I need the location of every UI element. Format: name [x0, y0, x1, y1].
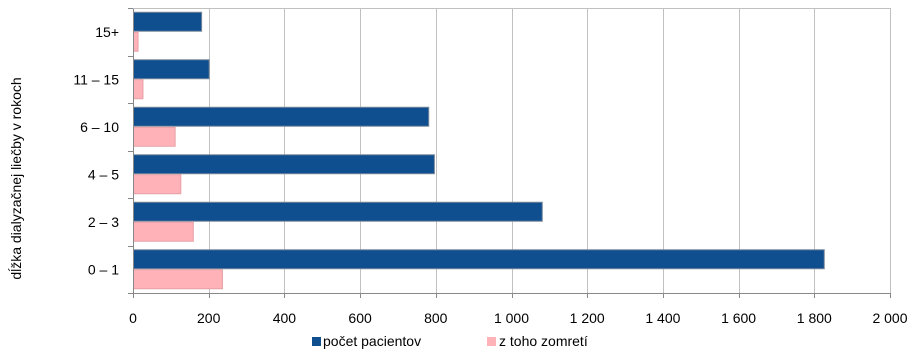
- x-tick-label-400: 400: [273, 310, 297, 326]
- x-tick-label-200: 200: [197, 310, 221, 326]
- legend-label-z-toho-zomreti: z toho zomretí: [499, 333, 588, 349]
- legend: počet pacientov z toho zomretí: [312, 333, 588, 349]
- y-tick-label-2-3: 2 – 3: [88, 214, 119, 230]
- x-tick-label-1400: 1 400: [645, 310, 680, 326]
- y-tick-label-6-10: 6 – 10: [80, 119, 119, 135]
- bar-pocet-pacientov-4-5: [133, 154, 435, 175]
- bar-pocet-pacientov-0-1: [133, 249, 825, 270]
- bar-pocet-pacientov-2-3: [133, 201, 543, 222]
- x-tick-label-800: 800: [424, 310, 448, 326]
- y-tick-label-4-5: 4 – 5: [88, 166, 119, 182]
- x-tick-label-1000: 1 000: [494, 310, 529, 326]
- x-tick-labels: 0 200 400 600 800 1 000 1 200 1 400 1 600 1 800 2 …: [129, 310, 908, 326]
- bar-pocet-pacientov-11-15: [133, 59, 210, 80]
- bar-z-toho-zomreti-0-1: [133, 269, 223, 290]
- bar-z-toho-zomreti-4-5: [133, 174, 182, 195]
- x-tick-label-1800: 1 800: [797, 310, 832, 326]
- y-tick-label-0-1: 0 – 1: [88, 261, 119, 277]
- x-tick-label-0: 0: [129, 310, 137, 326]
- bar-pocet-pacientov-6-10: [133, 106, 430, 127]
- bar-z-toho-zomreti-15: [133, 31, 139, 52]
- legend-swatch-pocet-pacientov: [312, 337, 321, 346]
- x-tick-label-1200: 1 200: [570, 310, 605, 326]
- axes: [128, 8, 891, 298]
- legend-swatch-z-toho-zomreti: [487, 337, 496, 346]
- bar-z-toho-zomreti-11-15: [133, 79, 144, 100]
- plot-area: [133, 8, 890, 293]
- y-axis-label: dĺžka dialyzačnej liečby v rokoch: [7, 77, 24, 279]
- y-tick-labels: 0 – 1 2 – 3 4 – 5 6 – 10 11 – 15 15+: [73, 24, 119, 278]
- legend-label-pocet-pacientov: počet pacientov: [323, 333, 421, 349]
- bar-pocet-pacientov-15: [133, 11, 203, 32]
- bar-z-toho-zomreti-2-3: [133, 221, 194, 242]
- gridlines: [209, 8, 891, 293]
- y-tick-label-15: 15+: [95, 24, 119, 40]
- bar-z-toho-zomreti-6-10: [133, 126, 176, 147]
- x-tick-label-2000: 2 000: [872, 310, 907, 326]
- x-tick-label-1600: 1 600: [721, 310, 756, 326]
- bars: [133, 11, 825, 290]
- x-tick-label-600: 600: [348, 310, 372, 326]
- y-tick-label-11-15: 11 – 15: [73, 71, 119, 87]
